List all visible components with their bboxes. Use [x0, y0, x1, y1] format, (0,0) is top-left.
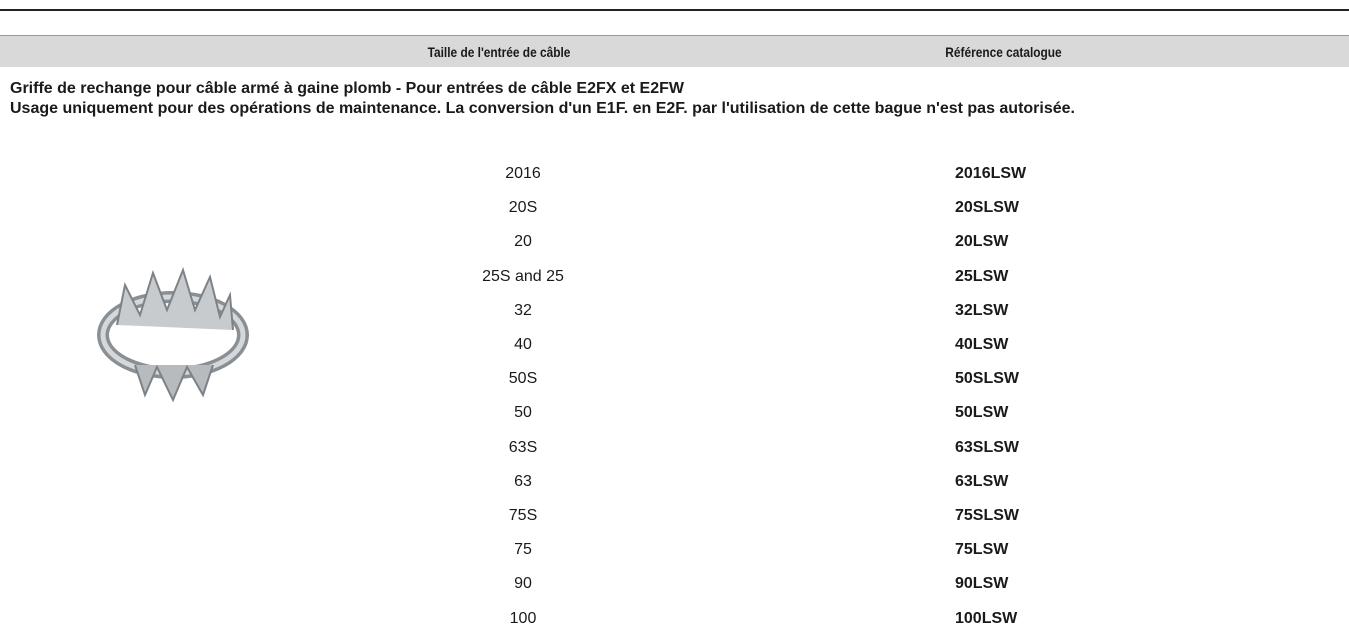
- catalog-reference: 75SLSW: [955, 507, 1019, 525]
- cable-entry-size: 75S: [373, 507, 673, 525]
- catalog-reference: 20LSW: [955, 233, 1008, 251]
- catalog-reference: 100LSW: [955, 610, 1017, 628]
- catalog-reference: 25LSW: [955, 268, 1008, 286]
- cable-entry-size: 50S: [373, 370, 673, 388]
- catalog-reference: 63LSW: [955, 473, 1008, 491]
- rule: [0, 9, 1349, 11]
- table-header: Taille de l'entrée de câble Référence ca…: [0, 35, 1349, 67]
- cable-entry-size: 63: [373, 473, 673, 491]
- column-header: Référence catalogue: [945, 44, 1061, 60]
- catalog-reference: 50SLSW: [955, 370, 1019, 388]
- cable-entry-size: 75: [373, 541, 673, 559]
- cable-entry-size: 90: [373, 575, 673, 593]
- column-header: Taille de l'entrée de câble: [428, 44, 571, 60]
- description-line: Griffe de rechange pour câble armé à gai…: [10, 79, 1340, 99]
- cable-entry-size: 2016: [373, 165, 673, 183]
- catalog-reference: 63SLSW: [955, 439, 1019, 457]
- catalog-reference: 20SLSW: [955, 199, 1019, 217]
- catalog-reference: 40LSW: [955, 336, 1008, 354]
- cable-entry-size: 32: [373, 302, 673, 320]
- catalog-reference: 2016LSW: [955, 165, 1026, 183]
- page: Taille de l'entrée de câble Référence ca…: [0, 0, 1349, 644]
- catalog-reference: 75LSW: [955, 541, 1008, 559]
- cable-entry-size: 63S: [373, 439, 673, 457]
- product-image: [95, 255, 255, 405]
- cable-entry-size: 25S and 25: [373, 268, 673, 286]
- cable-entry-size: 50: [373, 404, 673, 422]
- catalog-reference: 32LSW: [955, 302, 1008, 320]
- cable-entry-size: 20S: [373, 199, 673, 217]
- description-line: Usage uniquement pour des opérations de …: [10, 99, 1340, 119]
- catalog-reference: 50LSW: [955, 404, 1008, 422]
- cable-entry-size: 20: [373, 233, 673, 251]
- cable-entry-size: 100: [373, 610, 673, 628]
- catalog-reference: 90LSW: [955, 575, 1008, 593]
- description: Griffe de rechange pour câble armé à gai…: [10, 79, 1340, 119]
- cable-entry-size: 40: [373, 336, 673, 354]
